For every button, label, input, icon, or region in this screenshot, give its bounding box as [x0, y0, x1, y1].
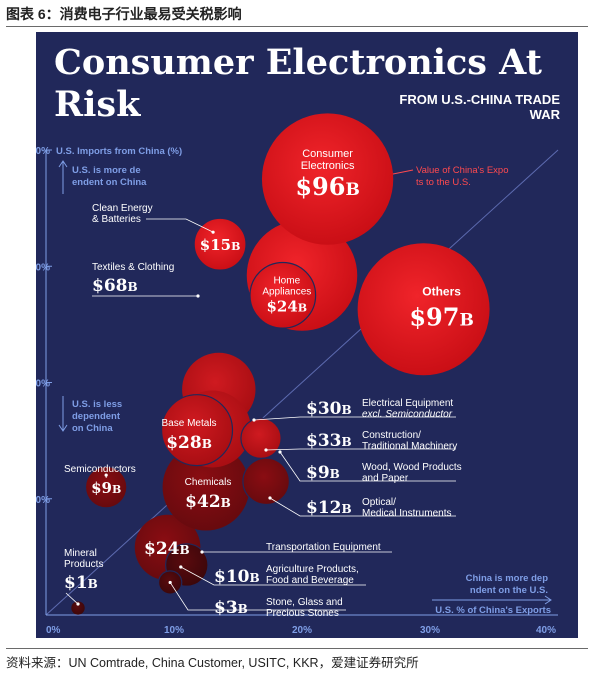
up-arrow-head [58, 160, 68, 168]
label-mineral: Mineral Products [64, 548, 103, 570]
label-clean-energy: Clean Energy & Batteries [92, 203, 153, 225]
label-wood: Wood, Wood Products and Paper [362, 462, 462, 484]
bubble-consumer-electronics [261, 113, 394, 245]
leader-dot-mineral [76, 602, 80, 606]
value-consumer-electronics: $96B [295, 172, 359, 201]
leader-dot-transportation [200, 550, 204, 554]
bubble-others [357, 243, 490, 376]
leader-stone [169, 582, 346, 611]
label-optical: Optical/Medical Instruments [362, 497, 451, 519]
label-electrical-equipment: Electrical Equipment excl. Semiconductor [362, 398, 453, 420]
leader-dot-semiconductors [104, 473, 108, 477]
y-tick-label: 20% [36, 379, 50, 390]
x-tick-label: 30% [420, 625, 440, 636]
leader-dot-agriculture [179, 565, 183, 569]
x-tick-label: 40% [536, 625, 556, 636]
right-arrow-head [544, 595, 552, 605]
value-chemicals: $42B [185, 492, 231, 512]
leader-dot-optical [268, 496, 272, 500]
label-construction: Construction/Traditional Machinery [362, 430, 457, 452]
value-wood: $9B [306, 463, 340, 483]
value-stone: $3B [214, 598, 248, 618]
bubble-optical-medical-instruments [242, 457, 290, 506]
down-arrow-head [58, 424, 68, 432]
caption-divider [6, 26, 588, 27]
leader-dot-wood [278, 450, 282, 454]
diagonal-reference-line [45, 149, 559, 616]
bubble-chemicals [162, 443, 250, 531]
label-base-metals: Base Metals [162, 418, 217, 429]
source-note: 资料来源：UN Comtrade, China Customer, USITC,… [6, 656, 419, 670]
x-tick-label: 0% [46, 625, 61, 636]
leader-construction [265, 448, 456, 451]
bubble-wood-wood-products-and-paper [240, 417, 282, 459]
value-electrical-equipment: $30B [306, 399, 352, 419]
label-consumer-electronics: Consumer Electronics [301, 148, 355, 172]
x-tick-label: 20% [292, 625, 312, 636]
label-others: Others [422, 284, 461, 298]
value-home-appliances: $24B [266, 297, 307, 315]
leader-dot-stone [168, 580, 172, 585]
leader-dot-construction [264, 448, 268, 452]
bubble-semiconductors [86, 467, 127, 508]
label-transportation: Transportation Equipment [266, 542, 381, 553]
value-clean-energy: $15B [200, 236, 241, 254]
chart-subtitle: FROM U.S.-CHINA TRADE WAR [399, 92, 560, 122]
label-chemicals: Chemicals [185, 477, 232, 488]
value-optical: $12B [306, 498, 352, 518]
y-tick-label: 30% [36, 262, 50, 273]
label-semiconductors: Semiconductors [64, 464, 136, 475]
label-textiles: Textiles & Clothing [92, 262, 174, 273]
leader-electrical-equipment [253, 416, 456, 421]
x-axis-label: U.S. % of China's Exports [435, 605, 551, 616]
value-agriculture: $10B [214, 567, 260, 587]
leader-mineral [65, 592, 79, 605]
y-axis-label: U.S. Imports from China (%) [56, 146, 182, 157]
leader-wood [279, 451, 456, 482]
infographic-panel: 0% 10% 20% 30% 40% 10% 20% 30% 40% U.S. Imports f… [36, 32, 578, 638]
y-tick-label: 40% [36, 146, 50, 157]
size-legend-note: Value of China's Expo ts to the U.S. [416, 165, 508, 188]
label-home-appliances: Home Appliances [262, 275, 311, 297]
annotation-less-dependent: U.S. is less dependent on China [72, 399, 122, 434]
figure-caption: 图表 6：消费电子行业最易受关税影响 [6, 6, 242, 22]
value-construction: $33B [306, 431, 352, 451]
leader-dot-clean-energy [211, 230, 215, 234]
value-base-metals: $28B [166, 433, 212, 453]
value-transportation: $24B [144, 539, 190, 559]
value-others: $97B [409, 302, 473, 331]
y-tick-label: 10% [36, 495, 50, 506]
leader-dot-textiles [196, 294, 200, 298]
bubble-mineral-products [71, 601, 85, 615]
x-tick-label: 10% [164, 625, 184, 636]
bubble-base-metals [160, 394, 234, 467]
annotation-more-dependent: U.S. is more de endent on China [72, 165, 147, 188]
value-semiconductors: $9B [91, 479, 121, 497]
value-textiles: $68B [92, 276, 138, 296]
value-mineral: $1B [64, 573, 98, 593]
leader-optical [269, 497, 456, 517]
bubble-chart: 0% 10% 20% 30% 40% 10% 20% 30% 40% U.S. Imports f… [36, 113, 559, 636]
label-stone: Stone, Glass and Precious Stones [266, 597, 343, 619]
chart-title: Consumer Electronics At Risk [54, 42, 542, 125]
bubble-clean-energy-batteries [193, 217, 247, 271]
leader-clean-energy [146, 218, 214, 233]
label-agriculture: Agriculture Products, Food and Beverage [266, 564, 359, 586]
bubble-home-appliances [249, 261, 317, 329]
annotation-china-more-dependent: China is more dep ndent on the U.S. [466, 573, 549, 596]
leader-agriculture [180, 566, 366, 586]
source-divider [6, 648, 588, 649]
leader-dot-electrical-equipment [252, 418, 256, 422]
